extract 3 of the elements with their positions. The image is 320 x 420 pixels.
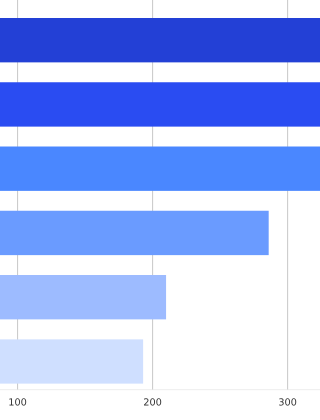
x-tick-label: 100 — [9, 398, 26, 406]
x-tick-label: 200 — [144, 398, 162, 406]
x-tick-label: 300 — [279, 398, 296, 406]
